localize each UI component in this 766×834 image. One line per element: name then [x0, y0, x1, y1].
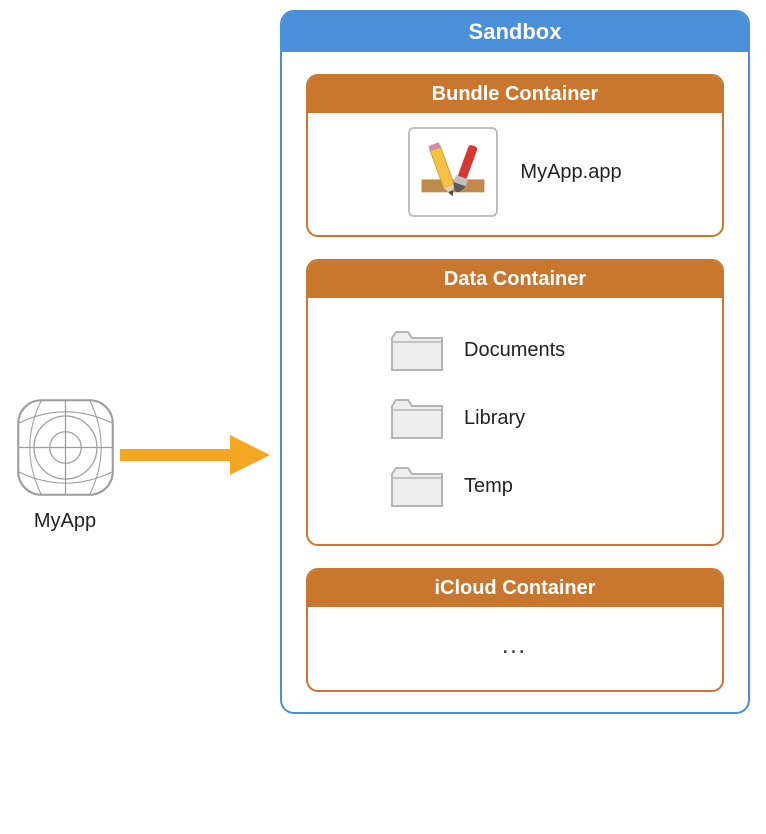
folder-icon — [388, 326, 446, 374]
bundle-item-label: MyApp.app — [520, 161, 621, 184]
bundle-item: MyApp.app — [308, 113, 722, 235]
folder-icon — [388, 394, 446, 442]
folder-row: Library — [328, 384, 702, 452]
app-block: MyApp — [10, 395, 120, 533]
data-container: Data Container Documents — [306, 259, 724, 546]
folder-label: Documents — [464, 339, 565, 362]
icloud-ellipsis: … — [308, 607, 722, 690]
folder-row: Temp — [328, 452, 702, 520]
folder-icon — [388, 462, 446, 510]
folder-label: Library — [464, 407, 525, 430]
bundle-container-header: Bundle Container — [308, 76, 722, 113]
icloud-container: iCloud Container … — [306, 568, 724, 692]
sandbox-box: Sandbox Bundle Container — [280, 10, 750, 714]
bundle-container: Bundle Container — [306, 74, 724, 237]
folder-label: Temp — [464, 475, 513, 498]
icloud-container-header: iCloud Container — [308, 570, 722, 607]
app-bundle-icon — [408, 127, 498, 217]
arrow-icon — [120, 435, 270, 475]
data-container-header: Data Container — [308, 261, 722, 298]
app-label: MyApp — [10, 510, 120, 533]
sandbox-header: Sandbox — [282, 12, 748, 52]
app-icon — [13, 395, 118, 500]
folder-row: Documents — [328, 316, 702, 384]
